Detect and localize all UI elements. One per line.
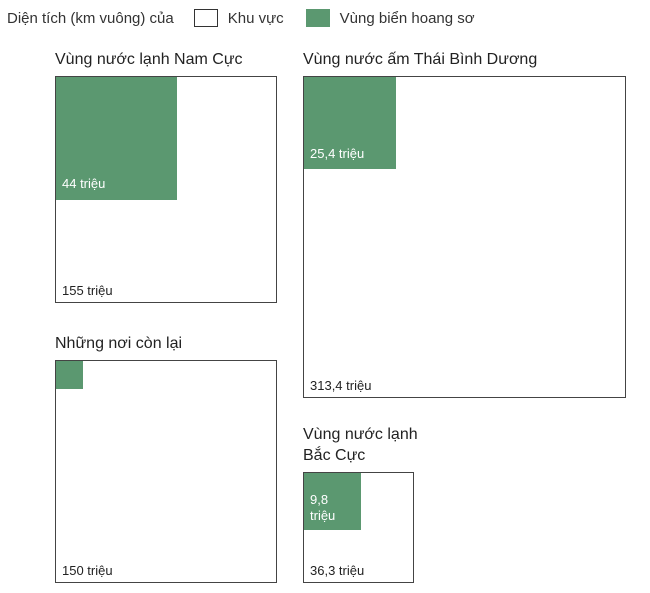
legend-label-region: Khu vực <box>227 9 284 27</box>
pristine-fill-rest <box>56 361 83 389</box>
pristine-swatch <box>305 9 330 27</box>
pristine-fill-antarctic <box>56 77 177 200</box>
panel-title-arctic-line2: Bắc Cực <box>303 447 366 464</box>
panel-title-antarctic-text: Vùng nước lạnh Nam Cực <box>55 51 243 68</box>
pristine-label-arctic-line2: triệu <box>310 508 336 523</box>
pristine-fill-pacific <box>304 77 396 169</box>
panel-title-pacific: Vùng nước ấm Thái Bình Dương <box>303 49 537 70</box>
panel-title-rest-text: Những nơi còn lại <box>55 335 183 352</box>
area-label-pacific: 313,4 triệu <box>310 378 372 393</box>
panel-title-arctic: Vùng nước lạnh Bắc Cực <box>303 424 418 466</box>
region-box-pacific: 25,4 triệu 313,4 triệu <box>303 76 626 398</box>
region-box-rest: 150 triệu <box>55 360 277 583</box>
pristine-label-arctic-line1: 9,8 <box>310 492 329 507</box>
panel-title-antarctic: Vùng nước lạnh Nam Cực <box>55 49 243 70</box>
panel-title-rest: Những nơi còn lại <box>55 333 182 354</box>
legend-item-region: Khu vực <box>193 9 284 27</box>
pristine-label-arctic: 9,8 triệu <box>310 492 335 524</box>
legend-label-pristine: Vùng biển hoang sơ <box>339 9 475 27</box>
panel-title-pacific-text: Vùng nước ấm Thái Bình Dương <box>303 51 538 68</box>
legend-title: Diện tích (km vuông) của <box>7 9 174 27</box>
area-label-arctic: 36,3 triệu <box>310 563 365 578</box>
pristine-label-pacific: 25,4 triệu <box>310 146 365 161</box>
region-box-antarctic: 44 triệu 155 triệu <box>55 76 277 303</box>
region-box-arctic: 9,8 triệu 36,3 triệu <box>303 472 414 583</box>
pristine-label-antarctic: 44 triệu <box>62 176 106 191</box>
area-label-antarctic: 155 triệu <box>62 283 113 298</box>
pristine-fill-arctic <box>304 473 361 530</box>
legend-item-pristine: Vùng biển hoang sơ <box>305 9 475 27</box>
region-swatch <box>193 9 218 27</box>
area-label-rest: 150 triệu <box>62 563 113 578</box>
panel-title-arctic-line1: Vùng nước lạnh <box>303 426 418 443</box>
legend: Diện tích (km vuông) của Khu vực Vùng bi… <box>7 6 497 30</box>
